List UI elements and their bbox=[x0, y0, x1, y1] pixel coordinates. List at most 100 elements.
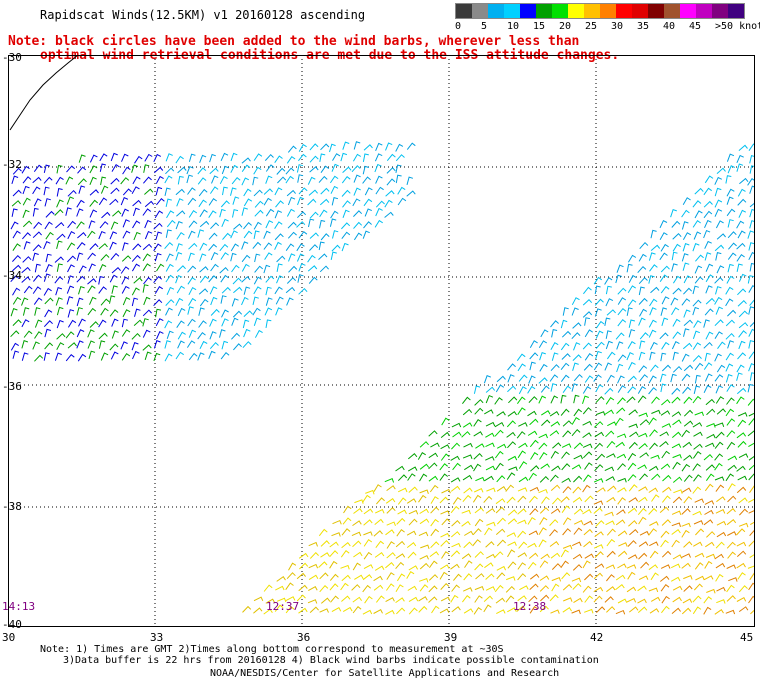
wind-barb bbox=[661, 317, 669, 327]
longitude-tick-label: 39 bbox=[444, 631, 458, 644]
wind-barb bbox=[199, 275, 209, 283]
wind-barb bbox=[617, 497, 626, 505]
wind-barb bbox=[342, 200, 351, 208]
wind-barb bbox=[659, 232, 668, 240]
wind-barb bbox=[199, 242, 208, 251]
wind-barb bbox=[640, 561, 650, 569]
wind-barb bbox=[452, 462, 461, 471]
wind-barb bbox=[507, 374, 515, 383]
wind-barb bbox=[716, 167, 726, 174]
wind-barb bbox=[109, 231, 117, 240]
wind-barb bbox=[374, 565, 385, 571]
wind-barb bbox=[638, 432, 648, 438]
wind-barb bbox=[475, 476, 485, 482]
wind-barb bbox=[583, 363, 593, 371]
wind-barb bbox=[737, 440, 747, 448]
wind-barb bbox=[133, 319, 143, 326]
legend-label: 15 bbox=[533, 21, 546, 32]
wind-barb bbox=[197, 331, 206, 340]
wind-barb bbox=[253, 286, 262, 295]
wind-barb bbox=[615, 574, 626, 581]
wind-barb bbox=[298, 153, 307, 162]
legend-swatch bbox=[584, 4, 600, 18]
wind-barb bbox=[153, 166, 164, 174]
note-line-1: Note: black circles have been added to t… bbox=[8, 34, 580, 49]
wind-barb bbox=[748, 306, 755, 315]
wind-barb bbox=[715, 431, 725, 439]
wind-barb bbox=[373, 530, 383, 537]
wind-barb bbox=[726, 188, 735, 197]
wind-barb bbox=[208, 350, 216, 359]
wind-barb bbox=[714, 462, 723, 471]
wind-barb bbox=[254, 200, 264, 208]
wind-barb bbox=[582, 585, 592, 593]
wind-barb bbox=[706, 531, 716, 538]
wind-barb bbox=[661, 595, 670, 604]
wind-barb bbox=[716, 586, 726, 592]
wind-barb bbox=[648, 587, 659, 593]
wind-barb bbox=[506, 431, 516, 438]
wind-barb bbox=[714, 608, 724, 615]
wind-barb bbox=[473, 488, 484, 493]
wind-barb bbox=[494, 429, 504, 437]
wind-barb bbox=[639, 473, 648, 481]
wind-barb bbox=[11, 208, 18, 217]
wind-barb bbox=[418, 494, 427, 503]
wind-barb bbox=[681, 298, 691, 306]
wind-barb bbox=[199, 298, 209, 307]
wind-barb bbox=[175, 220, 183, 230]
wind-barb bbox=[287, 231, 297, 239]
wind-barb bbox=[714, 453, 724, 461]
wind-barb bbox=[286, 208, 295, 217]
wind-barb bbox=[353, 551, 363, 558]
wind-barb bbox=[461, 553, 472, 560]
latitude-tick-label: -32 bbox=[2, 158, 22, 171]
wind-barb bbox=[330, 595, 339, 603]
wind-barb bbox=[330, 210, 339, 219]
longitude-tick-label: 36 bbox=[297, 631, 311, 644]
wind-barb bbox=[65, 353, 75, 362]
wind-barb bbox=[165, 299, 175, 306]
wind-barb bbox=[572, 583, 582, 590]
wind-barb bbox=[21, 266, 31, 274]
wind-barb bbox=[332, 519, 342, 525]
wind-barb bbox=[76, 329, 85, 338]
wind-barb bbox=[725, 408, 735, 417]
wind-barb bbox=[100, 298, 110, 306]
wind-barb bbox=[43, 164, 51, 174]
wind-barb bbox=[651, 494, 660, 502]
wind-barb bbox=[606, 550, 616, 558]
wind-barb bbox=[242, 341, 252, 349]
wind-barb bbox=[21, 319, 30, 328]
wind-barb bbox=[330, 251, 337, 261]
wind-barb bbox=[573, 408, 583, 417]
wind-barb bbox=[626, 564, 637, 569]
wind-barb bbox=[727, 455, 738, 461]
wind-barb bbox=[538, 433, 548, 439]
wind-barb bbox=[573, 520, 584, 525]
wind-barb bbox=[725, 175, 732, 184]
wind-barb bbox=[584, 573, 594, 581]
wind-barb bbox=[573, 527, 583, 535]
wind-barb bbox=[231, 317, 239, 326]
wind-barb bbox=[562, 528, 572, 536]
wind-barb bbox=[615, 274, 622, 284]
wind-barb bbox=[221, 340, 229, 350]
wind-barb bbox=[495, 506, 505, 514]
wind-barb bbox=[606, 528, 616, 536]
wind-barb bbox=[298, 584, 308, 592]
wind-barb bbox=[728, 242, 737, 250]
wind-barb bbox=[287, 145, 297, 153]
wind-barb bbox=[78, 318, 86, 327]
wind-barb bbox=[241, 164, 251, 172]
wind-barb bbox=[648, 252, 656, 261]
wind-barb bbox=[45, 231, 54, 240]
wind-barb bbox=[627, 452, 637, 461]
wind-barb bbox=[736, 465, 746, 472]
wind-barb bbox=[605, 564, 616, 569]
latitude-tick-label: -38 bbox=[2, 500, 22, 513]
wind-barb bbox=[186, 166, 194, 175]
wind-barb bbox=[450, 505, 460, 514]
wind-barb bbox=[550, 320, 559, 328]
wind-barb bbox=[153, 275, 163, 284]
